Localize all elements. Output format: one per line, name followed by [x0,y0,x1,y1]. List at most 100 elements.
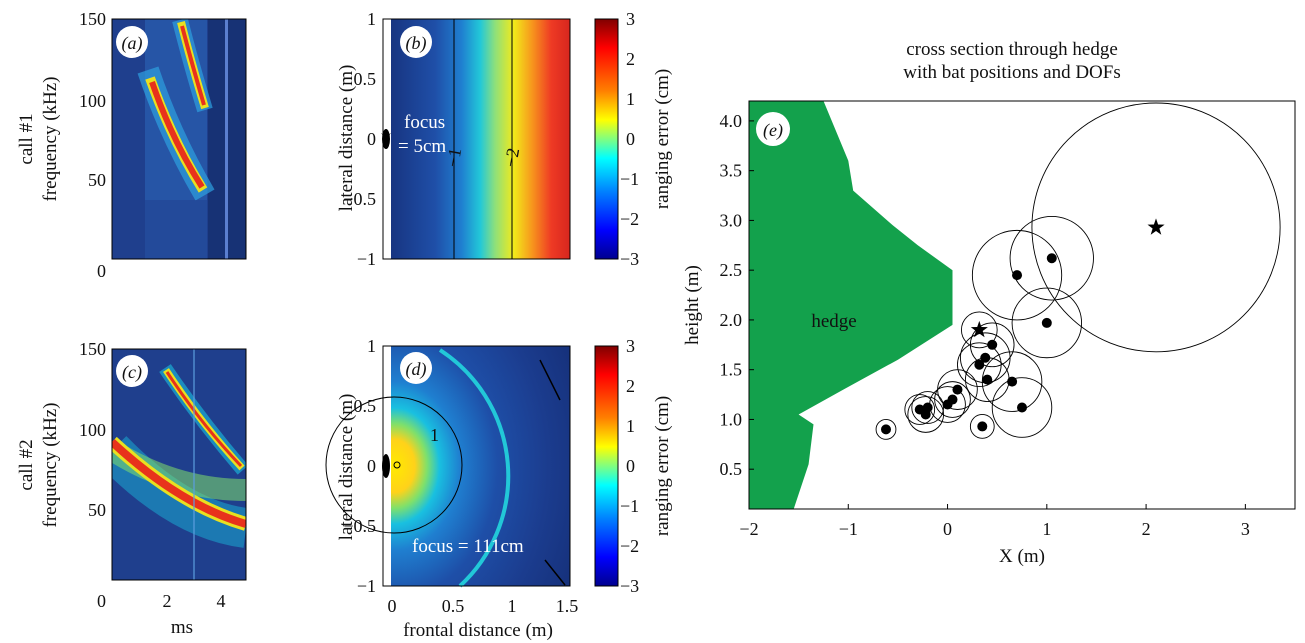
panel-e-ytick: 2.5 [720,260,743,280]
panel-d-letter: (d) [406,359,427,380]
bat-position-dot [977,421,988,432]
bat-position-dot [880,424,891,435]
dof-circle [1009,215,1094,301]
panel-a: call #1 frequency (kHz) 150 100 50 0 (a) [16,9,247,281]
panel-d-cb-tick: 2 [626,376,635,396]
panel-c-ytick: 0 [97,591,106,611]
panel-d-cb-tick: −3 [620,576,639,596]
dof-circle [904,394,936,425]
panel-d-colorbar-ticks: 3 2 1 0 −1 −2 −3 [620,336,639,596]
panel-b-ytick: −1 [357,249,376,269]
bat-position-dot [947,394,958,405]
panel-a-row-label: call #1 [16,113,37,164]
panel-d-xticks: 0 0.5 1 1.5 [388,596,579,616]
dof-circle [937,369,978,410]
panel-b-cb-tick: 2 [626,49,635,69]
panel-a-ylabel: frequency (kHz) [40,76,61,201]
panel-d-ytick: −1 [357,576,376,596]
bat-position-dot [1007,376,1018,387]
panel-a-ytick: 150 [79,9,106,29]
panel-a-frame [111,18,247,260]
panel-c: call #2 frequency (kHz) 150 100 50 0 2 4… [16,339,247,638]
panel-e-ytick: 3.5 [720,161,743,181]
panel-d-xtick: 0.5 [442,596,465,616]
panel-a-ytick: 0 [97,261,106,281]
panel-d-xtick: 1 [508,596,517,616]
bat-position-star [970,320,988,338]
dof-circle [1011,287,1083,359]
panel-b-ytick: 1 [367,9,376,29]
panel-b-contour-label: −1 [442,146,465,168]
panel-d-contour [326,397,462,533]
panel-d-xlabel: frontal distance (m) [403,620,553,641]
bat-position-dot [980,352,991,363]
panel-c-letter-badge: (c) [116,355,148,387]
panel-d-ytick: 0 [367,456,376,476]
panel-d-cb-tick: 1 [626,416,635,436]
panel-d-ylabel: lateral distance (m) [336,394,357,541]
panel-e-plot [749,101,1281,509]
panel-b-cb-tick: 0 [626,129,635,149]
panel-b-ylabel: lateral distance (m) [336,65,357,212]
panel-e-xtick: 2 [1142,519,1151,539]
bat-position-star [1147,218,1165,235]
panel-d-ytick: 0.5 [354,396,377,416]
bat-position-dot [1017,402,1027,413]
bat-position-dot [1012,270,1023,281]
bat-position-dot [974,359,985,370]
panel-d-colorbar-label: ranging error (cm) [652,396,673,536]
dof-circle [907,396,945,433]
panel-e-ytick: 3.0 [720,210,743,230]
panel-c-xlabel: ms [171,617,193,638]
panel-e-xtick: 0 [943,519,952,539]
panel-d-contour [544,559,566,586]
panel-e-xlabel: X (m) [999,546,1045,567]
panel-d-contour [438,348,511,588]
bat-position-dot [952,384,963,395]
bat-icon [381,129,391,149]
dof-circle [969,322,1015,368]
panel-c-ylabel: frequency (kHz) [40,402,61,527]
panel-d-contour [539,359,561,401]
panel-e-xtick: 3 [1241,519,1250,539]
panel-d-ytick: −0.5 [343,516,376,536]
panel-d: lateral distance (m) 1 focus = 111cm 1 0… [326,336,673,641]
panel-b-field [383,19,570,259]
panel-d-ytick: 1 [367,336,376,356]
panel-b-annotation: = 5cm [398,136,446,157]
panel-e-letter: (e) [763,120,783,141]
panel-e: cross section through hedge with bat pos… [682,39,1296,567]
dof-circle [981,351,1043,412]
panel-c-ytick: 50 [88,500,106,520]
panel-b-colorbar-ticks: 3 2 1 0 −1 −2 −3 [620,9,639,269]
panel-e-ytick: 0.5 [720,459,743,479]
panel-b-cb-tick: 3 [626,9,635,29]
panel-e-ticks: −2 −1 0 1 2 3 4.0 3.5 3.0 2.5 2.0 1.5 1.0 0.5 [720,111,1250,539]
bat-position-dot [987,339,998,350]
panel-b-ytick: 0 [367,129,376,149]
bat-position-dot [922,402,933,413]
panel-a-ytick: 50 [88,170,106,190]
panel-e-title: cross section through hedge [906,39,1118,60]
panel-a-letter: (a) [122,33,143,54]
panel-b-annotation: focus [404,112,445,133]
panel-b-cb-tick: −3 [620,249,639,269]
panel-d-colorbar [594,345,619,587]
bat-position-dot [1041,317,1052,328]
bat-position-dot [982,374,993,385]
panel-d-letter-badge: (d) [400,352,432,384]
panel-c-letter: (c) [122,362,142,383]
dof-circle [971,229,1063,321]
panel-e-letter-badge: (e) [756,112,790,146]
panel-e-title: with bat positions and DOFs [903,62,1120,83]
dof-circle [969,414,995,439]
panel-d-cb-tick: −2 [620,536,639,556]
panel-e-hedge-label: hedge [811,311,856,332]
panel-c-xticks: 2 4 [163,591,226,611]
dof-circle [875,418,897,440]
panel-c-xtick: 2 [163,591,172,611]
panel-d-contour-label: 1 [430,425,439,445]
panel-e-ytick: 1.5 [720,360,743,380]
bat-position-dot [1046,253,1057,264]
